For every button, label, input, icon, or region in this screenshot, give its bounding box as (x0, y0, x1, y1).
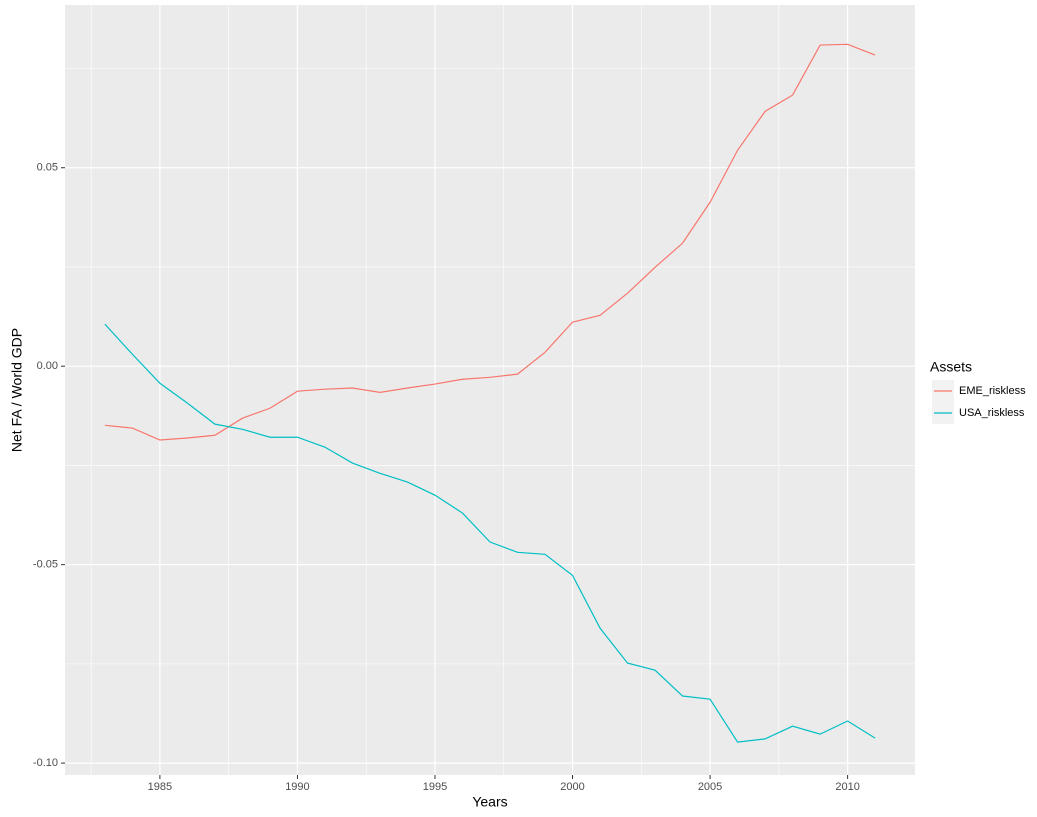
y-tick-label: 0.00 (37, 360, 58, 372)
y-tick-label: -0.05 (33, 559, 58, 571)
y-tick-label: -0.10 (33, 757, 58, 769)
y-axis-title: Net FA / World GDP (9, 328, 25, 452)
x-tick-label: 2010 (835, 781, 859, 793)
x-tick-label: 2005 (698, 781, 722, 793)
x-tick-label: 1990 (285, 781, 309, 793)
x-tick-label: 1995 (423, 781, 447, 793)
series-line (104, 43, 876, 441)
x-tick-label: 1985 (148, 781, 172, 793)
y-tick-label: 0.05 (37, 162, 58, 174)
legend-label: USA_riskless (959, 407, 1025, 419)
series-line (104, 323, 876, 743)
legend-label: EME_riskless (959, 385, 1026, 397)
panel (65, 5, 915, 775)
x-tick-label: 2000 (560, 781, 584, 793)
x-axis-title: Years (472, 794, 507, 810)
legend-title: Assets (930, 359, 972, 375)
